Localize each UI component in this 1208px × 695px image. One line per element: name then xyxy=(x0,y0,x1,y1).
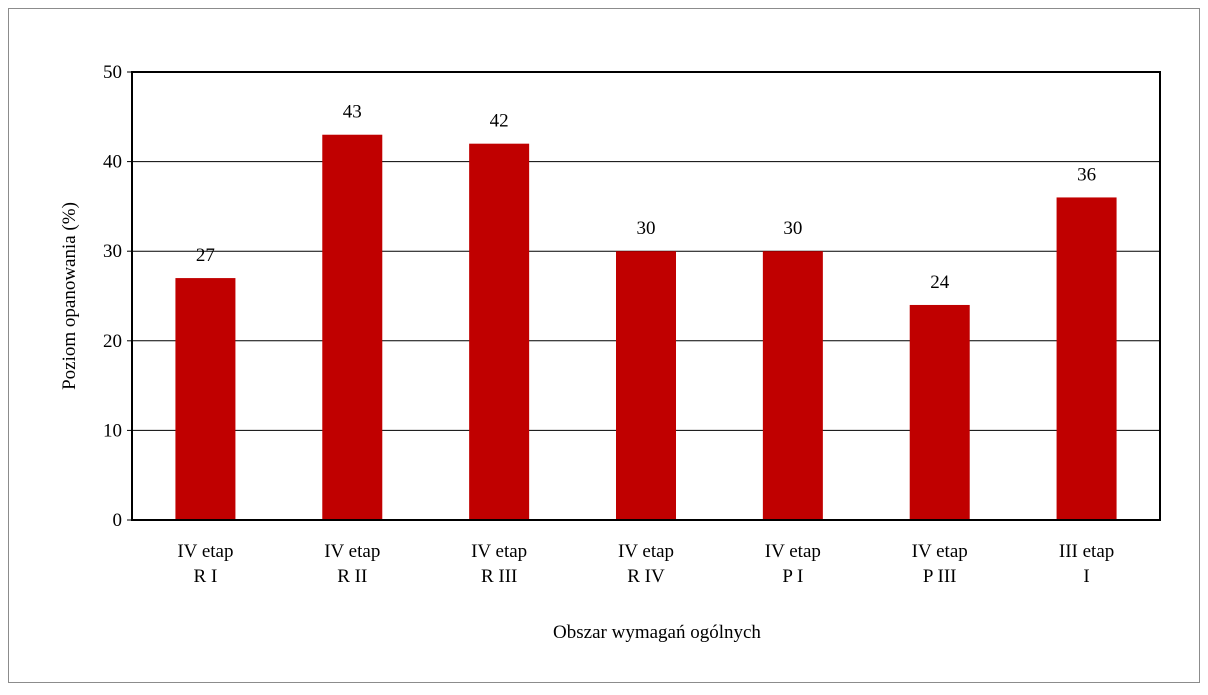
x-tick-label: IV etap P III xyxy=(912,541,968,587)
data-label: 43 xyxy=(343,102,362,123)
data-label: 30 xyxy=(637,218,656,239)
x-tick-label: III etap I xyxy=(1059,541,1114,587)
data-label: 30 xyxy=(783,218,802,239)
bar xyxy=(322,134,383,520)
bar xyxy=(762,251,823,520)
y-tick-label: 40 xyxy=(103,152,122,173)
data-label: 24 xyxy=(930,272,950,293)
bar xyxy=(1056,197,1117,520)
bar xyxy=(175,278,236,520)
y-tick-label: 50 xyxy=(103,62,122,83)
data-label: 27 xyxy=(196,245,215,266)
y-tick-label: 30 xyxy=(103,241,122,262)
bar xyxy=(616,251,676,520)
x-tick-label: IV etap R IV xyxy=(618,541,674,587)
y-tick-label: 0 xyxy=(113,510,123,531)
x-axis-title: Obszar wymagań ogólnych xyxy=(553,622,761,643)
bar xyxy=(469,143,530,520)
y-tick-label: 10 xyxy=(103,420,122,441)
data-label: 42 xyxy=(490,111,509,132)
y-tick-label: 20 xyxy=(103,331,122,352)
bar xyxy=(909,304,970,520)
x-tick-label: IV etap P I xyxy=(765,541,821,587)
x-tick-label: IV etap R I xyxy=(177,541,233,587)
plot-border xyxy=(131,71,1161,521)
x-tick-label: IV etap R II xyxy=(324,541,380,587)
y-axis-title: Poziom opanowania (%) xyxy=(59,202,80,390)
x-tick-label: IV etap R III xyxy=(471,541,527,587)
data-label: 36 xyxy=(1077,164,1096,185)
